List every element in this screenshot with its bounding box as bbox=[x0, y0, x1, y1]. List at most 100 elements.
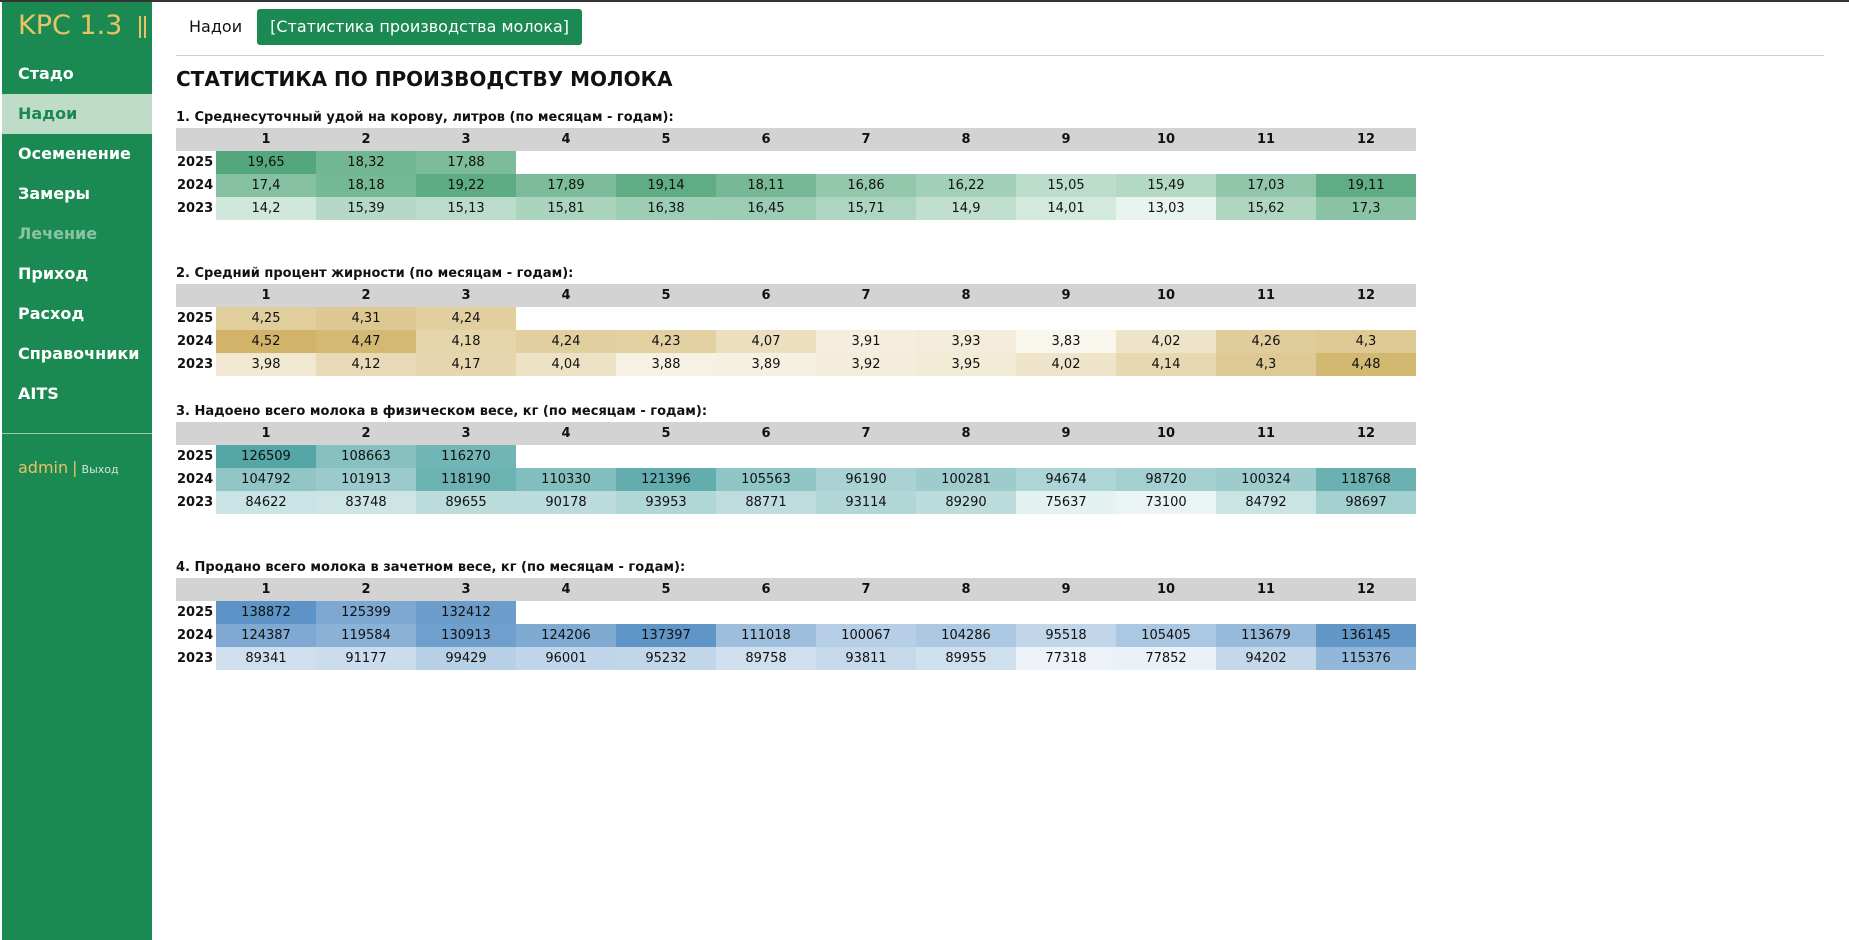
year-label: 2023 bbox=[176, 353, 216, 376]
value-cell: 14,01 bbox=[1016, 197, 1116, 220]
value-cell: 88771 bbox=[716, 491, 816, 514]
year-label: 2023 bbox=[176, 197, 216, 220]
year-label: 2025 bbox=[176, 307, 216, 330]
month-header: 4 bbox=[516, 128, 616, 151]
value-cell: 105563 bbox=[716, 468, 816, 491]
sidebar-item-4[interactable]: Замеры bbox=[18, 184, 91, 203]
value-cell: 84792 bbox=[1216, 491, 1316, 514]
value-cell: 116270 bbox=[416, 445, 516, 468]
value-cell: 73100 bbox=[1116, 491, 1216, 514]
year-label: 2025 bbox=[176, 445, 216, 468]
section-milk-physical: 3. Надоено всего молока в физическом вес… bbox=[176, 402, 1416, 514]
header-divider bbox=[176, 55, 1824, 56]
app-title[interactable]: KPC 1.3 bbox=[18, 10, 123, 41]
value-cell: 95518 bbox=[1016, 624, 1116, 647]
value-cell: 4,23 bbox=[616, 330, 716, 353]
value-cell: 115376 bbox=[1316, 647, 1416, 670]
value-cell: 16,22 bbox=[916, 174, 1016, 197]
empty-cell bbox=[1116, 307, 1216, 330]
section-fat-percent: 2. Средний процент жирности (по месяцам … bbox=[176, 264, 1416, 376]
stat-table-milk-sold: 1 2 3 4 5 6 7 8 9 10 11 12 2025 138872 125399 132412 202… bbox=[176, 578, 1416, 670]
value-cell: 4,17 bbox=[416, 353, 516, 376]
value-cell: 121396 bbox=[616, 468, 716, 491]
month-header: 3 bbox=[416, 128, 516, 151]
stat-table-fat-percent: 1 2 3 4 5 6 7 8 9 10 11 12 2025 4,25 4,31 4,24 2024 4,52 4… bbox=[176, 284, 1416, 376]
sidebar-item-8[interactable]: Справочники bbox=[18, 344, 140, 363]
page-title: СТАТИСТИКА ПО ПРОИЗВОДСТВУ МОЛОКА bbox=[176, 67, 673, 91]
value-cell: 17,89 bbox=[516, 174, 616, 197]
month-header: 10 bbox=[1116, 128, 1216, 151]
value-cell: 111018 bbox=[716, 624, 816, 647]
value-cell: 118768 bbox=[1316, 468, 1416, 491]
month-header: 11 bbox=[1216, 422, 1316, 445]
empty-cell bbox=[1216, 151, 1316, 174]
value-cell: 108663 bbox=[316, 445, 416, 468]
tab-milk-yields[interactable]: Надои bbox=[189, 17, 243, 36]
logout-link[interactable]: Выход bbox=[81, 463, 119, 476]
table-row: 2023 3,98 4,12 4,17 4,04 3,88 3,89 3,92 3,95 4,02… bbox=[176, 353, 1416, 376]
month-header: 5 bbox=[616, 578, 716, 601]
month-header: 1 bbox=[216, 284, 316, 307]
sidebar-item-9[interactable]: AITS bbox=[18, 384, 59, 403]
value-cell: 4,48 bbox=[1316, 353, 1416, 376]
month-header: 9 bbox=[1016, 422, 1116, 445]
value-cell: 19,22 bbox=[416, 174, 516, 197]
value-cell: 3,98 bbox=[216, 353, 316, 376]
month-header: 12 bbox=[1316, 422, 1416, 445]
sidebar-item-7[interactable]: Расход bbox=[18, 304, 85, 323]
value-cell: 100324 bbox=[1216, 468, 1316, 491]
empty-cell bbox=[716, 151, 816, 174]
sidebar-item-3[interactable]: Осеменение bbox=[18, 144, 131, 163]
table-row: 2024 17,4 18,18 19,22 17,89 19,14 18,11 16,86 16… bbox=[176, 174, 1416, 197]
section-milk-sold: 4. Продано всего молока в зачетном весе,… bbox=[176, 558, 1416, 670]
value-cell: 89655 bbox=[416, 491, 516, 514]
section-title: 1. Среднесуточный удой на корову, литров… bbox=[176, 110, 674, 125]
empty-cell bbox=[916, 151, 1016, 174]
empty-cell bbox=[1216, 445, 1316, 468]
value-cell: 130913 bbox=[416, 624, 516, 647]
value-cell: 15,05 bbox=[1016, 174, 1116, 197]
value-cell: 96001 bbox=[516, 647, 616, 670]
value-cell: 19,11 bbox=[1316, 174, 1416, 197]
value-cell: 3,93 bbox=[916, 330, 1016, 353]
value-cell: 4,02 bbox=[1016, 353, 1116, 376]
sidebar-item-1[interactable]: Стадо bbox=[18, 64, 74, 83]
value-cell: 4,04 bbox=[516, 353, 616, 376]
month-header: 8 bbox=[916, 284, 1016, 307]
tab-milk-statistics[interactable]: [Статистика производства молока] bbox=[257, 9, 583, 45]
sidebar-item-2[interactable]: Надои bbox=[2, 94, 152, 134]
value-cell: 137397 bbox=[616, 624, 716, 647]
value-cell: 17,88 bbox=[416, 151, 516, 174]
empty-cell bbox=[516, 307, 616, 330]
username-link[interactable]: admin bbox=[18, 458, 69, 477]
value-cell: 77318 bbox=[1016, 647, 1116, 670]
user-block: admin | Выход bbox=[18, 458, 119, 477]
empty-cell bbox=[516, 151, 616, 174]
value-cell: 89341 bbox=[216, 647, 316, 670]
sidebar-toggle-icon[interactable] bbox=[139, 16, 147, 38]
month-header: 1 bbox=[216, 422, 316, 445]
value-cell: 3,83 bbox=[1016, 330, 1116, 353]
year-label: 2023 bbox=[176, 491, 216, 514]
month-header: 12 bbox=[1316, 578, 1416, 601]
sidebar-item-6[interactable]: Приход bbox=[18, 264, 89, 283]
table-row: 2024 4,52 4,47 4,18 4,24 4,23 4,07 3,91 3,93 3,83… bbox=[176, 330, 1416, 353]
value-cell: 15,81 bbox=[516, 197, 616, 220]
table-row: 2025 138872 125399 132412 bbox=[176, 601, 1416, 624]
value-cell: 4,12 bbox=[316, 353, 416, 376]
header-corner bbox=[176, 578, 216, 601]
value-cell: 90178 bbox=[516, 491, 616, 514]
table-row: 2023 84622 83748 89655 90178 93953 88771 93114 8… bbox=[176, 491, 1416, 514]
value-cell: 95232 bbox=[616, 647, 716, 670]
month-header: 5 bbox=[616, 128, 716, 151]
year-label: 2024 bbox=[176, 330, 216, 353]
month-header: 4 bbox=[516, 578, 616, 601]
month-header: 1 bbox=[216, 578, 316, 601]
month-header: 3 bbox=[416, 578, 516, 601]
empty-cell bbox=[616, 307, 716, 330]
value-cell: 93953 bbox=[616, 491, 716, 514]
month-header: 11 bbox=[1216, 578, 1316, 601]
value-cell: 15,62 bbox=[1216, 197, 1316, 220]
value-cell: 4,3 bbox=[1316, 330, 1416, 353]
section-title: 3. Надоено всего молока в физическом вес… bbox=[176, 404, 708, 419]
